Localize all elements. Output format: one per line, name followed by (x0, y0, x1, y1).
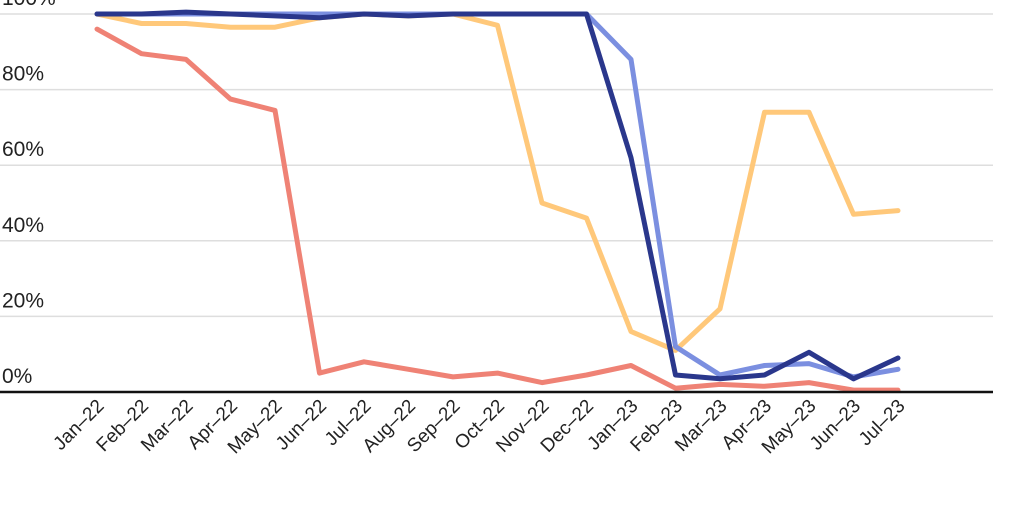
y-tick-label: 100% (2, 0, 56, 10)
y-tick-label: 20% (2, 289, 44, 312)
series-line-3 (94, 11, 901, 380)
y-tick-label: 80% (2, 63, 44, 86)
x-tick-label: Jul–23 (855, 396, 909, 450)
series-line-4 (94, 9, 901, 382)
y-axis-ticks: 0% 20% 40% 60% 80% 100% (2, 0, 56, 388)
series-line-1 (94, 11, 901, 353)
gridlines (0, 13, 993, 318)
y-tick-label: 0% (2, 365, 32, 388)
x-tick-label: Jun–22 (272, 396, 331, 455)
x-axis-ticks: Jan–22Feb–22Mar–22Apr–22May–22Jun–22Jul–… (50, 396, 910, 459)
series-lines (94, 9, 901, 393)
y-tick-label: 40% (2, 214, 44, 237)
series-line-2 (94, 26, 901, 393)
x-tick-label: Jun–23 (806, 396, 865, 455)
y-tick-label: 60% (2, 138, 44, 161)
